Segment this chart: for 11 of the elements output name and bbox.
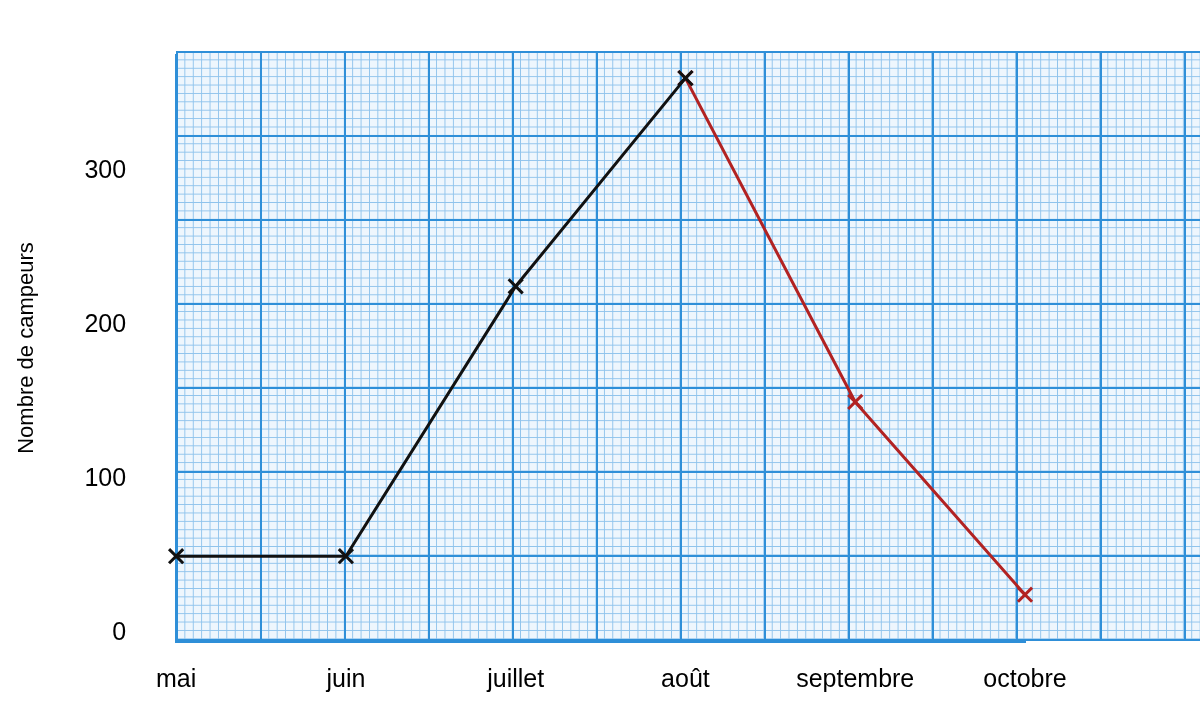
x-tick-label: septembre [796,663,915,692]
y-tick-label: 0 [112,617,127,646]
y-axis-title: Nombre de campeurs [13,242,39,454]
x-tick-label: juin [325,663,366,692]
y-tick-label: 300 [84,154,127,183]
x-tick-label: juillet [486,663,545,692]
y-tick-label: 200 [84,308,127,337]
x-tick-label: octobre [983,663,1067,692]
x-tick-label: août [661,663,710,692]
y-tick-label: 100 [84,462,127,491]
x-tick-label: mai [155,663,197,692]
